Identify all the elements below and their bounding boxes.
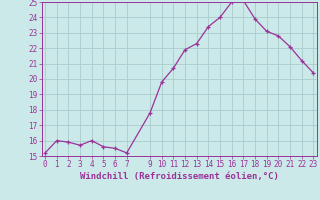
X-axis label: Windchill (Refroidissement éolien,°C): Windchill (Refroidissement éolien,°C) [80,172,279,181]
